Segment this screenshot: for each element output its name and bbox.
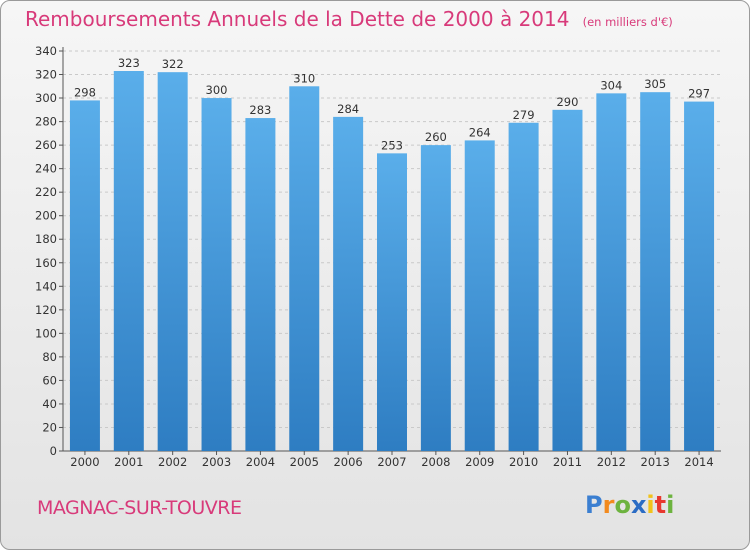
logo-letter: x bbox=[630, 491, 647, 519]
x-tick-label-2009: 2009 bbox=[465, 455, 494, 469]
bar-2010 bbox=[508, 122, 539, 451]
chart-title-text: Remboursements Annuels de la Dette de 20… bbox=[25, 7, 570, 31]
y-tick-label: 120 bbox=[35, 303, 57, 317]
data-label-2001: 323 bbox=[118, 56, 140, 70]
x-tick-label-2008: 2008 bbox=[421, 455, 450, 469]
bar-2008 bbox=[420, 145, 451, 451]
x-tick-label-2007: 2007 bbox=[377, 455, 406, 469]
data-label-2014: 297 bbox=[688, 87, 710, 101]
x-tick-label-2000: 2000 bbox=[70, 455, 99, 469]
y-tick-label: 60 bbox=[42, 373, 57, 387]
logo-letter: o bbox=[614, 491, 631, 519]
chart-title: Remboursements Annuels de la Dette de 20… bbox=[25, 7, 673, 31]
chart-unit-note: (en milliers d'€) bbox=[582, 15, 673, 29]
data-label-2007: 253 bbox=[381, 138, 403, 152]
bar-2002 bbox=[157, 72, 188, 452]
x-tick-label-2004: 2004 bbox=[246, 455, 275, 469]
data-label-2011: 290 bbox=[556, 95, 578, 109]
bar-2014 bbox=[684, 101, 715, 452]
bar-2009 bbox=[464, 140, 495, 452]
bar-2001 bbox=[113, 71, 144, 451]
data-label-2010: 279 bbox=[513, 108, 535, 122]
x-tick-label-2012: 2012 bbox=[597, 455, 626, 469]
proxiti-logo: Proxiti bbox=[585, 491, 674, 519]
x-tick-label-2002: 2002 bbox=[158, 455, 187, 469]
logo-letter: P bbox=[585, 491, 603, 519]
data-label-2002: 322 bbox=[162, 57, 184, 71]
data-label-2003: 300 bbox=[206, 83, 228, 97]
bar-2011 bbox=[552, 109, 583, 451]
data-label-2009: 264 bbox=[469, 125, 491, 139]
y-tick-label: 100 bbox=[35, 326, 57, 340]
bar-2012 bbox=[596, 93, 627, 452]
commune-name: MAGNAC-SUR-TOUVRE bbox=[37, 497, 242, 519]
data-labels: 298 323 322 300 283 310 284 253 260 264 279 290 304 3… bbox=[74, 56, 710, 152]
logo-letter: i bbox=[666, 491, 675, 519]
logo-letter: t bbox=[654, 491, 667, 519]
data-label-2005: 310 bbox=[293, 71, 315, 85]
y-tick-label: 180 bbox=[35, 232, 57, 246]
bar-2005 bbox=[289, 86, 320, 451]
bar-2007 bbox=[377, 153, 407, 451]
logo-letter: r bbox=[602, 491, 615, 519]
x-tick-label-2010: 2010 bbox=[509, 455, 538, 469]
y-tick-label: 80 bbox=[42, 350, 57, 364]
data-label-2004: 283 bbox=[249, 103, 271, 117]
y-tick-label: 320 bbox=[35, 68, 57, 82]
bar-2013 bbox=[640, 92, 671, 452]
x-tick-label-2014: 2014 bbox=[684, 455, 713, 469]
x-tick-label-2005: 2005 bbox=[290, 455, 319, 469]
x-tick-label-2001: 2001 bbox=[114, 455, 143, 469]
x-tick-label-2006: 2006 bbox=[333, 455, 362, 469]
y-tick-labels: 0 20 40 60 80 100 120 140 160 180 200 220 240 260 280 3… bbox=[35, 44, 57, 458]
data-label-2012: 304 bbox=[600, 78, 622, 92]
y-tick-label: 0 bbox=[50, 444, 57, 458]
bars bbox=[69, 71, 715, 452]
y-tick-label: 240 bbox=[35, 162, 57, 176]
y-tick-label: 300 bbox=[35, 91, 57, 105]
bar-2000 bbox=[69, 100, 100, 451]
y-tick-label: 260 bbox=[35, 138, 57, 152]
data-label-2000: 298 bbox=[74, 85, 96, 99]
y-tick-label: 140 bbox=[35, 279, 57, 293]
bar-2006 bbox=[333, 116, 364, 451]
logo-letter: i bbox=[646, 491, 655, 519]
y-tick-label: 200 bbox=[35, 209, 57, 223]
x-tick-labels: 2000 2001 2002 2003 2004 2005 2006 2007 2008 2009… bbox=[70, 451, 714, 469]
x-tick-label-2011: 2011 bbox=[553, 455, 582, 469]
data-label-2013: 305 bbox=[644, 77, 666, 91]
y-tick-label: 20 bbox=[42, 420, 57, 434]
x-tick-label-2003: 2003 bbox=[202, 455, 231, 469]
y-tick-label: 40 bbox=[42, 397, 57, 411]
data-label-2008: 260 bbox=[425, 130, 447, 144]
data-label-2006: 284 bbox=[337, 102, 359, 116]
y-tick-label: 220 bbox=[35, 185, 57, 199]
bar-2004 bbox=[245, 118, 276, 451]
y-tick-label: 340 bbox=[35, 44, 57, 58]
x-tick-label-2013: 2013 bbox=[641, 455, 670, 469]
y-tick-label: 280 bbox=[35, 115, 57, 129]
y-tick-label: 160 bbox=[35, 256, 57, 270]
bar-2003 bbox=[201, 98, 232, 451]
